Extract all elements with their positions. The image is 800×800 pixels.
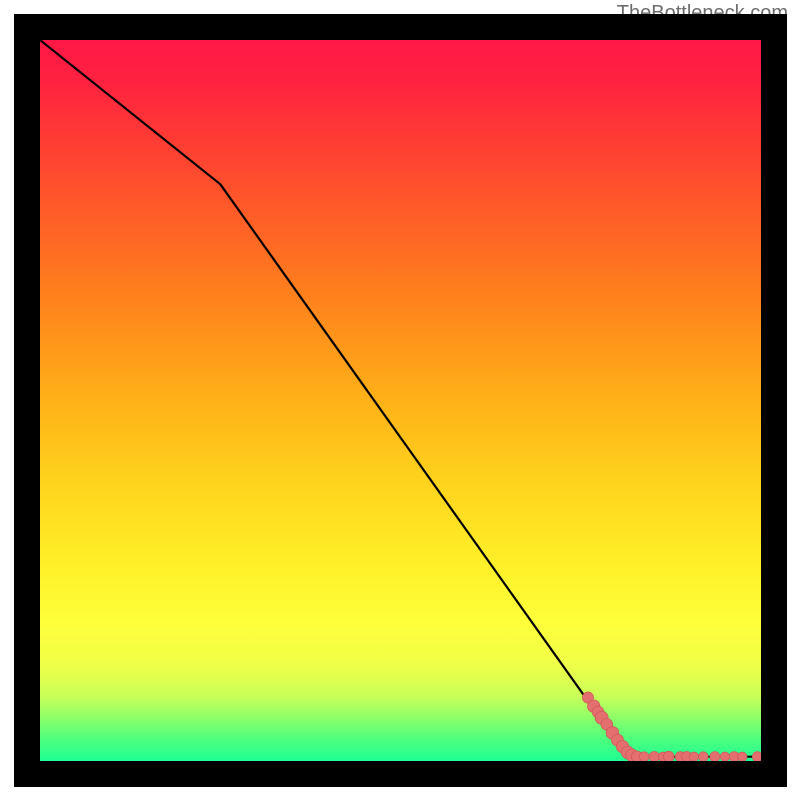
bottleneck-chart (0, 0, 800, 800)
data-marker (639, 752, 649, 762)
data-marker (710, 752, 720, 762)
data-marker (689, 752, 698, 761)
plot-background (40, 40, 761, 761)
data-marker (663, 751, 674, 762)
data-marker (738, 752, 747, 761)
data-marker (698, 752, 708, 762)
data-marker (752, 752, 762, 762)
data-marker (720, 752, 729, 761)
